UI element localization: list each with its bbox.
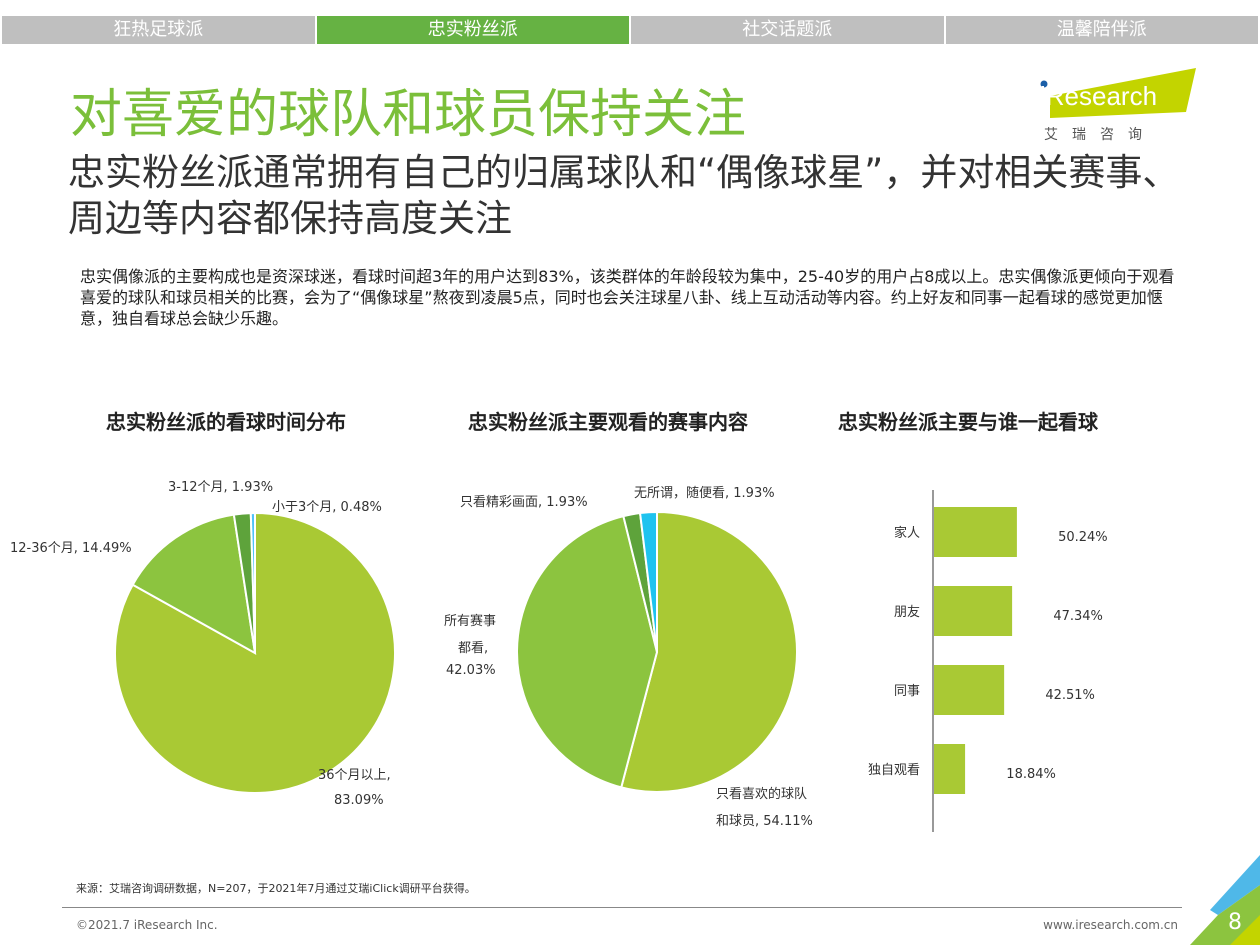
pie1-label-36plus-value: 83.09% xyxy=(334,793,384,808)
category-tabs: 狂热足球派 忠实粉丝派 社交话题派 温馨陪伴派 xyxy=(2,16,1258,44)
pie1-slice-1 xyxy=(131,513,257,655)
chart1-title: 忠实粉丝派的看球时间分布 xyxy=(106,410,346,434)
pie1-label-36plus: 36个月以上, xyxy=(318,768,391,783)
bar-value-label: 47.34% xyxy=(1053,609,1103,624)
footer-divider xyxy=(62,907,1182,908)
website-link[interactable]: www.iresearch.com.cn xyxy=(1043,918,1178,932)
pie1-label-12-36: 12-36个月, 14.49% xyxy=(10,541,132,556)
tab-companion[interactable]: 温馨陪伴派 xyxy=(945,16,1258,44)
tab-fanatic[interactable]: 狂热足球派 xyxy=(2,16,315,44)
svg-text:艾瑞咨询: 艾瑞咨询 xyxy=(1044,127,1156,143)
page-title: 对喜爱的球队和球员保持关注 xyxy=(70,85,747,145)
page-subtitle: 忠实粉丝派通常拥有自己的归属球队和“偶像球星”，并对相关赛事、周边等内容都保持高… xyxy=(68,151,1180,240)
copyright: ©2021.7 iResearch Inc. xyxy=(76,918,218,932)
pie2-label-all-3: 42.03% xyxy=(446,663,496,678)
pie2-slice-3 xyxy=(638,510,658,653)
bar-category-label: 家人 xyxy=(894,525,920,541)
tab-loyal-fans[interactable]: 忠实粉丝派 xyxy=(316,16,629,44)
chart2-title: 忠实粉丝派主要观看的赛事内容 xyxy=(468,410,748,434)
pie2-label-all-2: 都看, xyxy=(458,641,489,656)
page-number: 8 xyxy=(1228,910,1242,935)
bar-category-label: 独自观看 xyxy=(868,762,920,778)
bar-1 xyxy=(934,586,1013,636)
chart3-title: 忠实粉丝派主要与谁一起看球 xyxy=(838,410,1098,434)
tab-social[interactable]: 社交话题派 xyxy=(631,16,944,44)
bar-category-label: 朋友 xyxy=(894,604,920,620)
pie2-slice-1 xyxy=(516,514,659,789)
bar-value-label: 42.51% xyxy=(1045,688,1095,703)
bar-0 xyxy=(934,507,1017,557)
iresearch-logo: iResearch 艾瑞咨询 xyxy=(1040,68,1196,143)
pie1-label-lt3: 小于3个月, 0.48% xyxy=(272,500,382,515)
pie2-label-all-1: 所有赛事 xyxy=(444,614,497,629)
bar-category-label: 同事 xyxy=(894,684,920,699)
bar-3 xyxy=(934,744,966,794)
svg-text:iResearch: iResearch xyxy=(1040,81,1157,111)
bar-2 xyxy=(934,665,1005,715)
corner-decoration xyxy=(1190,855,1260,945)
pie1-slice-3 xyxy=(249,511,256,654)
bar-value-label: 50.24% xyxy=(1058,530,1108,545)
pie2-label-any: 无所谓，随便看, 1.93% xyxy=(634,486,775,501)
pie2-label-fav-1: 只看喜欢的球队 xyxy=(716,787,808,802)
source-note: 来源：艾瑞咨询调研数据，N=207，于2021年7月通过艾瑞iClick调研平台… xyxy=(76,882,476,895)
pie1-label-3-12: 3-12个月, 1.93% xyxy=(168,480,274,495)
pie2-label-fav-2: 和球员, 54.11% xyxy=(716,814,813,829)
pie2-slice-0 xyxy=(620,510,798,793)
bar-value-label: 18.84% xyxy=(1006,767,1056,782)
description: 忠实偶像派的主要构成也是资深球迷，看球时间超3年的用户达到83%，该类群体的年龄… xyxy=(80,267,1175,328)
pie2-label-highlights: 只看精彩画面, 1.93% xyxy=(460,495,588,510)
